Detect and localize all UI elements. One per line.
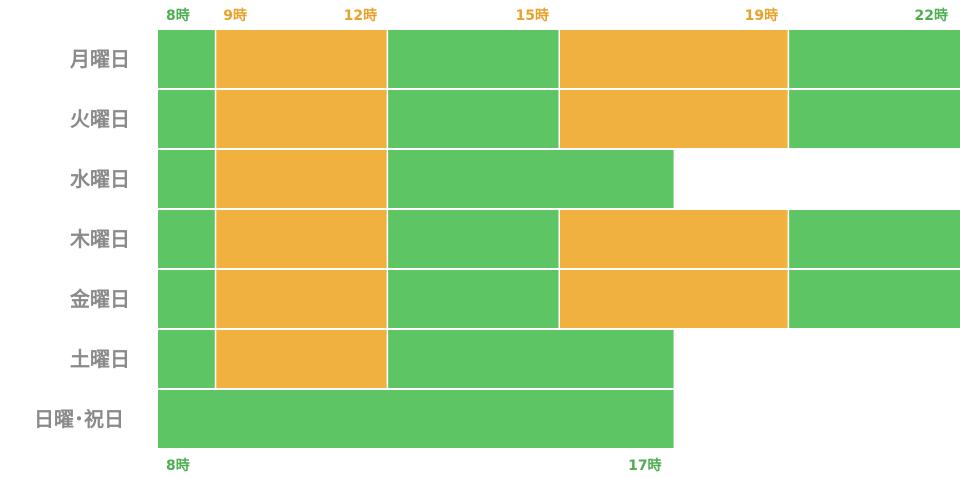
segment-divider: [787, 30, 790, 88]
day-label: 金曜日: [69, 287, 130, 311]
segment-green: [387, 210, 559, 268]
day-label: 土曜日: [70, 347, 130, 371]
top-tick-label: 22時: [915, 7, 948, 24]
schedule-row: [158, 390, 674, 448]
day-label: 月曜日: [69, 47, 130, 71]
day-label: 水曜日: [70, 167, 130, 191]
segment-divider: [558, 270, 560, 328]
schedule-row: [158, 270, 960, 328]
schedule-row: [158, 30, 960, 88]
segment-orange: [215, 90, 388, 148]
segment-green: [387, 330, 674, 388]
segment-orange: [215, 210, 388, 268]
top-tick-label: 12時: [344, 7, 377, 24]
segment-orange: [559, 30, 789, 88]
segment-green: [387, 30, 559, 88]
segment-divider: [386, 210, 389, 268]
segment-divider: [787, 270, 790, 328]
segment-green: [788, 30, 960, 88]
segment-orange: [215, 150, 388, 208]
segment-green: [158, 330, 216, 388]
segment-divider: [386, 30, 389, 88]
segment-divider: [386, 150, 389, 208]
schedule-row: [158, 330, 674, 388]
segment-divider: [214, 270, 217, 328]
segment-green: [788, 210, 960, 268]
schedule-rows: [158, 30, 960, 448]
segment-divider: [214, 210, 217, 268]
top-tick-label: 8時: [166, 7, 190, 24]
segment-green: [158, 270, 216, 328]
segment-divider: [558, 30, 560, 88]
segment-divider: [214, 90, 217, 148]
schedule-row: [158, 90, 960, 148]
segment-divider: [386, 330, 389, 388]
segment-green: [158, 390, 674, 448]
segment-green: [788, 270, 960, 328]
segment-green: [387, 270, 559, 328]
segment-divider: [386, 270, 389, 328]
segment-green: [158, 150, 216, 208]
segment-green: [158, 30, 216, 88]
bottom-tick-labels: 8時 17時: [166, 457, 662, 474]
day-label: 日曜･祝日: [34, 407, 124, 431]
top-tick-label: 15時: [516, 7, 549, 24]
top-tick-label: 19時: [745, 7, 778, 24]
day-label: 木曜日: [69, 227, 130, 251]
top-tick-label: 9時: [223, 7, 247, 24]
schedule-row: [158, 150, 674, 208]
segment-divider: [787, 90, 790, 148]
segment-orange: [559, 210, 789, 268]
top-tick-labels: 8時 9時 12時 15時 19時 22時: [166, 7, 948, 24]
segment-green: [387, 90, 559, 148]
segment-green: [788, 90, 960, 148]
segment-orange: [559, 270, 789, 328]
bottom-tick-label: 17時: [628, 457, 661, 474]
day-label: 火曜日: [70, 107, 130, 131]
segment-divider: [386, 90, 389, 148]
segment-green: [158, 210, 216, 268]
segment-divider: [214, 330, 217, 388]
segment-divider: [558, 90, 560, 148]
segment-divider: [214, 30, 217, 88]
segment-orange: [215, 270, 388, 328]
segment-green: [387, 150, 674, 208]
bottom-tick-label: 8時: [166, 457, 190, 474]
segment-orange: [559, 90, 789, 148]
schedule-row: [158, 210, 960, 268]
segment-divider: [214, 150, 217, 208]
segment-orange: [215, 330, 388, 388]
segment-green: [158, 90, 216, 148]
segment-divider: [558, 210, 560, 268]
segment-orange: [215, 30, 388, 88]
segment-divider: [787, 210, 790, 268]
